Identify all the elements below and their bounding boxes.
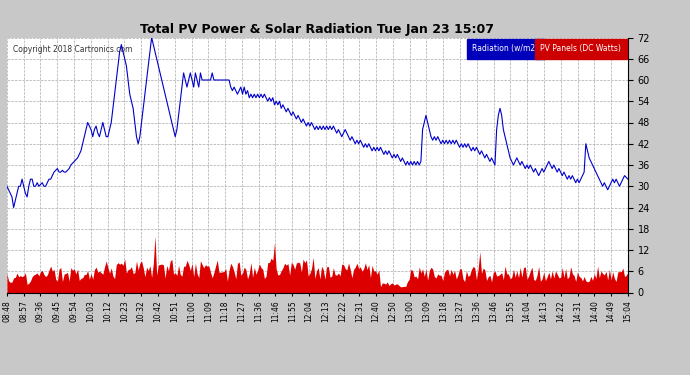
Legend: Radiation (w/m2), PV Panels (DC Watts): Radiation (w/m2), PV Panels (DC Watts) [469, 41, 624, 56]
Text: Copyright 2018 Cartronics.com: Copyright 2018 Cartronics.com [13, 45, 132, 54]
Title: Total PV Power & Solar Radiation Tue Jan 23 15:07: Total PV Power & Solar Radiation Tue Jan… [140, 23, 495, 36]
